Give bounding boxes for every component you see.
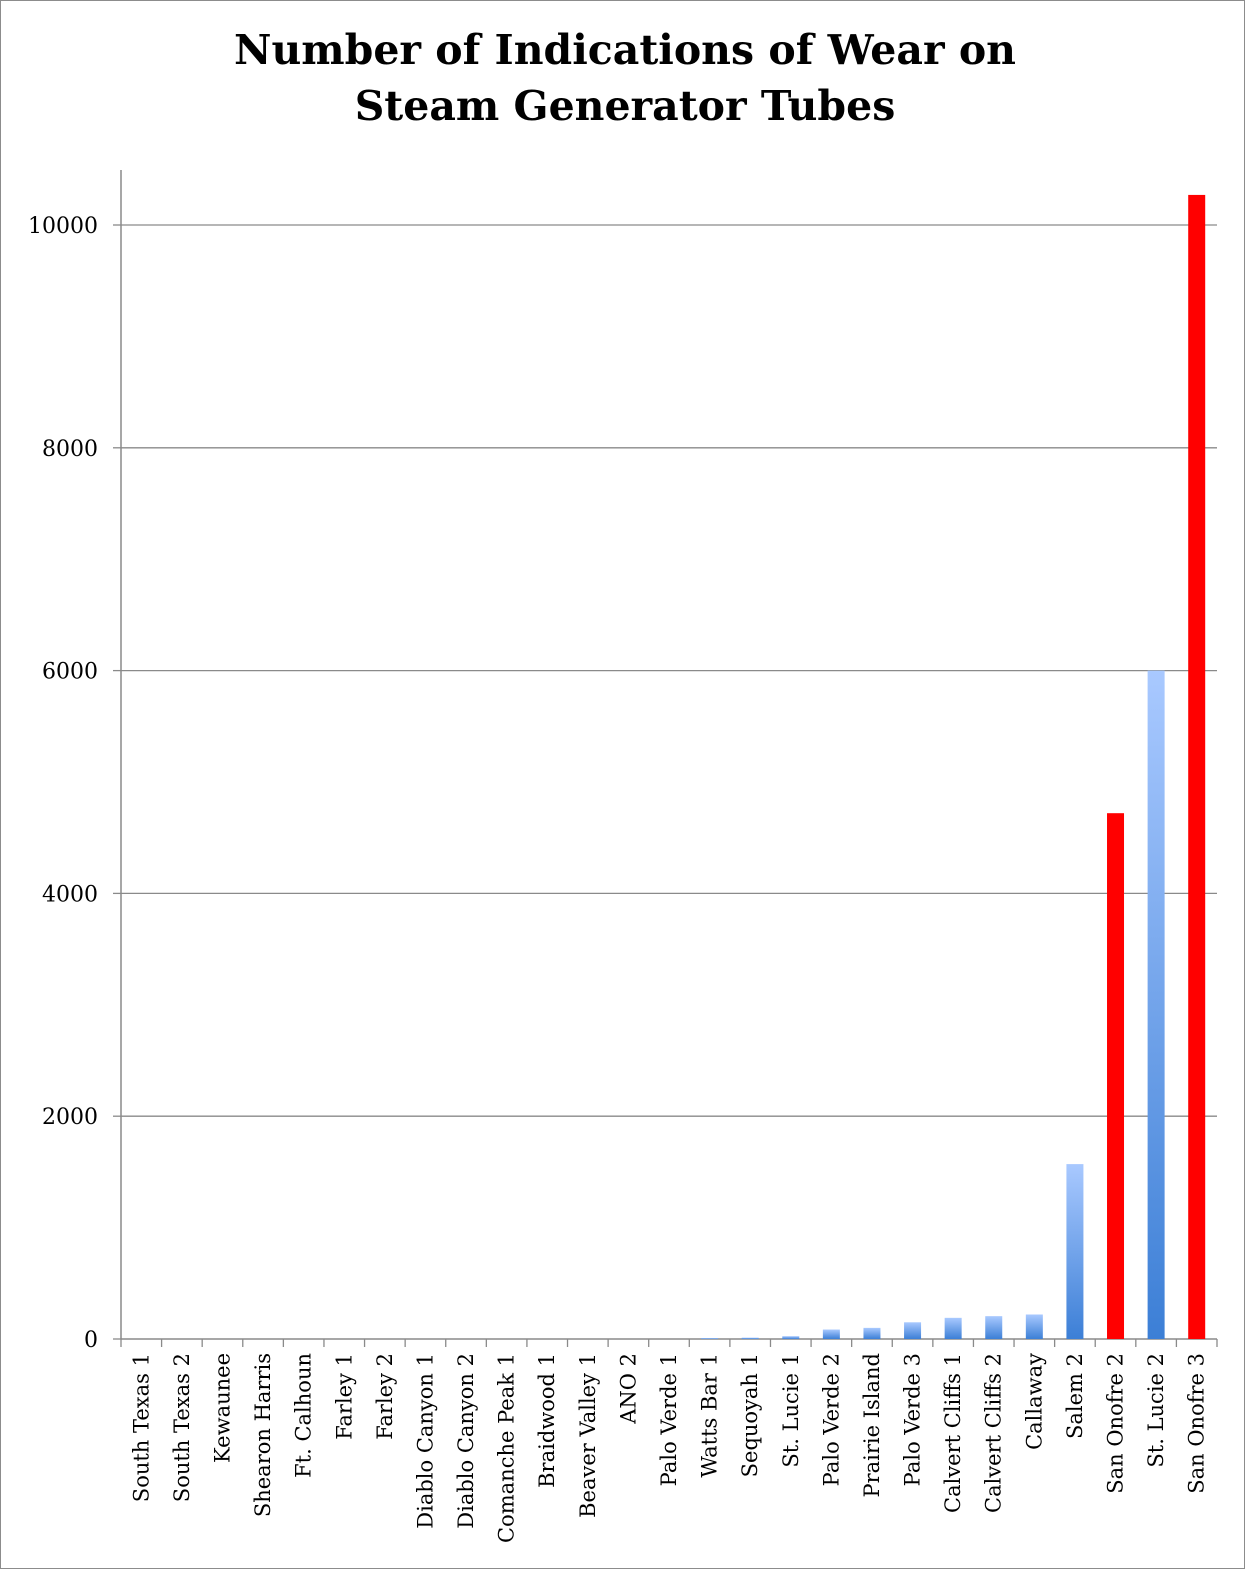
x-category-label: South Texas 2 [170, 1353, 194, 1502]
x-category-label: Prairie Island [860, 1353, 884, 1498]
chart-title: Number of Indications of Wear on Steam G… [0, 22, 1248, 134]
x-category-label: Palo Verde 3 [901, 1353, 925, 1486]
x-category-label: San Onofre 3 [1185, 1353, 1209, 1494]
x-category-label: Palo Verde 2 [819, 1353, 843, 1486]
y-tick-label: 8000 [42, 437, 98, 462]
y-tick-label: 2000 [42, 1105, 98, 1130]
x-category-label: Callaway [1022, 1353, 1046, 1450]
x-category-label: Braidwood 1 [535, 1353, 559, 1488]
bar-salem-2 [1066, 1164, 1084, 1339]
x-category-label: St. Lucie 1 [779, 1353, 803, 1468]
bars [701, 194, 1206, 1339]
x-category-label: Beaver Valley 1 [576, 1353, 600, 1518]
x-category-label: Palo Verde 1 [657, 1353, 681, 1486]
x-category-label: Ft. Calhoun [292, 1353, 316, 1478]
x-category-label: Salem 2 [1063, 1353, 1087, 1439]
bar-st-lucie-1 [782, 1336, 800, 1339]
y-tick-label: 6000 [42, 660, 98, 685]
bar-prairie-island [863, 1327, 881, 1339]
x-category-label: St. Lucie 2 [1144, 1353, 1168, 1468]
y-tick-label: 4000 [42, 882, 98, 907]
bar-watts-bar-1 [701, 1338, 719, 1339]
bar-sequoyah-1 [741, 1337, 759, 1339]
bar-callaway [1025, 1314, 1043, 1339]
x-category-label: ANO 2 [616, 1353, 640, 1425]
x-category-label: Calvert Cliffs 1 [941, 1353, 965, 1513]
x-category-label: Farley 2 [373, 1353, 397, 1440]
y-tick-label: 0 [84, 1328, 98, 1353]
axes [113, 170, 1218, 1347]
bar-palo-verde-2 [822, 1329, 840, 1339]
x-category-label: Shearon Harris [251, 1353, 275, 1517]
x-category-label: Calvert Cliffs 2 [982, 1353, 1006, 1513]
bar-san-onofre-3 [1188, 194, 1206, 1339]
x-category-label: Watts Bar 1 [698, 1353, 722, 1478]
bar-calvert-cliffs-2 [985, 1316, 1003, 1339]
x-category-labels: South Texas 1 South Texas 2 Kewaunee Shearo… [129, 1353, 1208, 1543]
x-category-label: San Onofre 2 [1104, 1353, 1128, 1494]
bar-calvert-cliffs-1 [944, 1317, 962, 1339]
chart-title-line-2: Steam Generator Tubes [354, 82, 896, 130]
y-tick-label: 10000 [28, 214, 98, 239]
x-category-label: Kewaunee [210, 1353, 234, 1463]
x-category-label: Diablo Canyon 1 [413, 1353, 437, 1529]
gridlines [121, 224, 1217, 1117]
x-category-label: Diablo Canyon 2 [454, 1353, 478, 1529]
chart-title-line-1: Number of Indications of Wear on [234, 26, 1016, 74]
x-category-label: Sequoyah 1 [738, 1353, 762, 1477]
x-category-label: Farley 1 [332, 1353, 356, 1440]
bar-san-onofre-2 [1107, 813, 1125, 1339]
x-category-label: South Texas 1 [129, 1353, 153, 1502]
bar-palo-verde-3 [904, 1322, 922, 1339]
y-tick-labels: 0 2000 4000 6000 8000 10000 [28, 214, 98, 1353]
bar-st-lucie-2 [1147, 670, 1165, 1339]
x-category-label: Comanche Peak 1 [495, 1353, 519, 1543]
